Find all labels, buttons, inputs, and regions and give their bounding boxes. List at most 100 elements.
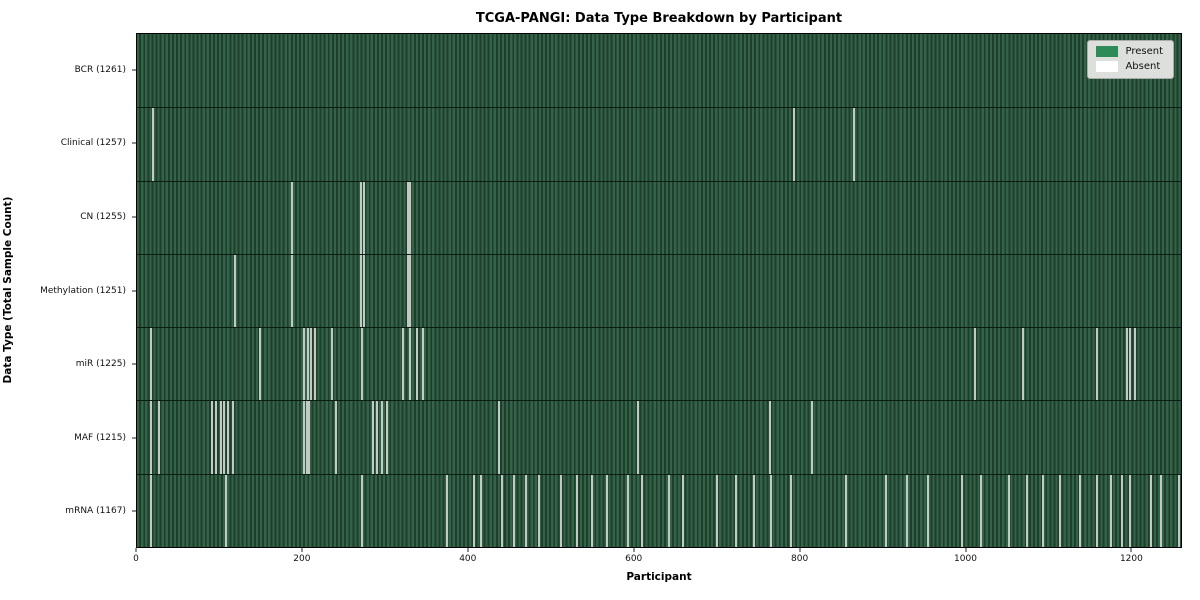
absent-swatch-icon bbox=[1096, 61, 1119, 72]
absent-stripe bbox=[376, 401, 379, 474]
heatmap-row-mrna bbox=[137, 473, 1181, 547]
heatmap-row-cn bbox=[137, 180, 1181, 254]
heatmap-row-methylation bbox=[137, 253, 1181, 328]
absent-stripe bbox=[667, 474, 670, 547]
y-tick-mark bbox=[132, 216, 136, 218]
absent-stripe bbox=[641, 474, 644, 547]
absent-stripe bbox=[158, 401, 161, 474]
absent-stripe bbox=[852, 108, 855, 181]
present-swatch-icon bbox=[1096, 46, 1119, 57]
absent-stripe bbox=[306, 328, 309, 401]
absent-stripe bbox=[330, 328, 333, 401]
absent-stripe bbox=[409, 328, 412, 401]
absent-stripe bbox=[305, 401, 308, 474]
x-tick-label: 200 bbox=[293, 554, 311, 564]
absent-stripe bbox=[472, 474, 475, 547]
absent-stripe bbox=[219, 401, 222, 474]
heatmap-row-clinical bbox=[137, 107, 1181, 181]
absent-stripe bbox=[309, 328, 312, 401]
absent-stripe bbox=[215, 401, 218, 474]
heatmap-rows bbox=[137, 34, 1181, 547]
legend-item-absent: Absent bbox=[1096, 61, 1163, 72]
x-tick-mark bbox=[135, 548, 137, 552]
absent-stripe bbox=[211, 401, 214, 474]
absent-stripe bbox=[715, 474, 718, 547]
legend-item-present: Present bbox=[1096, 46, 1163, 57]
x-tick-mark bbox=[301, 548, 303, 552]
absent-stripe bbox=[1026, 474, 1028, 547]
absent-stripe bbox=[885, 474, 888, 547]
absent-stripe bbox=[409, 181, 412, 254]
absent-stripe bbox=[1096, 328, 1099, 401]
absent-stripe bbox=[480, 474, 483, 547]
absent-stripe bbox=[1096, 474, 1099, 547]
absent-stripe bbox=[980, 474, 983, 547]
absent-stripe bbox=[360, 254, 363, 328]
absent-stripe bbox=[227, 401, 230, 474]
absent-stripe bbox=[575, 474, 578, 547]
y-tick-mark bbox=[132, 510, 136, 512]
x-tick-mark bbox=[965, 548, 966, 552]
absent-stripe bbox=[1007, 474, 1010, 547]
absent-stripe bbox=[606, 474, 609, 547]
x-axis-title: Participant bbox=[626, 571, 692, 583]
y-tick-label: BCR (1261) bbox=[74, 64, 126, 75]
absent-stripe bbox=[636, 401, 639, 474]
absent-stripe bbox=[232, 401, 235, 474]
x-tick-mark bbox=[799, 548, 801, 552]
absent-stripe bbox=[1133, 328, 1136, 401]
absent-stripe bbox=[290, 254, 293, 328]
y-tick-mark bbox=[132, 142, 136, 144]
absent-stripe bbox=[406, 181, 409, 254]
absent-stripe bbox=[512, 474, 515, 547]
y-tick-label: mRNA (1167) bbox=[65, 506, 126, 517]
absent-stripe bbox=[810, 401, 813, 474]
x-tick-label: 600 bbox=[625, 554, 643, 564]
absent-stripe bbox=[752, 474, 755, 547]
absent-stripe bbox=[314, 328, 316, 401]
x-tick-mark bbox=[1130, 548, 1132, 552]
absent-stripe bbox=[1177, 474, 1180, 547]
x-tick-label: 1200 bbox=[1119, 554, 1143, 564]
absent-stripe bbox=[151, 108, 154, 181]
absent-stripe bbox=[790, 474, 793, 547]
y-tick-mark bbox=[132, 437, 136, 439]
x-tick-label: 800 bbox=[791, 554, 809, 564]
absent-stripe bbox=[233, 254, 236, 328]
absent-stripe bbox=[844, 474, 847, 547]
absent-stripe bbox=[361, 328, 364, 401]
absent-stripe bbox=[769, 401, 772, 474]
absent-stripe bbox=[381, 401, 384, 474]
legend-label-absent: Absent bbox=[1125, 61, 1161, 72]
y-tick-label: Clinical (1257) bbox=[60, 138, 126, 149]
absent-stripe bbox=[626, 474, 629, 547]
heatmap-plot: Present Absent bbox=[136, 33, 1182, 548]
absent-stripe bbox=[401, 328, 404, 401]
absent-stripe bbox=[1041, 474, 1044, 547]
absent-stripe bbox=[905, 474, 908, 547]
absent-stripe bbox=[308, 401, 311, 474]
absent-stripe bbox=[150, 474, 153, 547]
absent-stripe bbox=[1160, 474, 1163, 547]
absent-stripe bbox=[497, 401, 500, 474]
heatmap-row-maf bbox=[137, 400, 1181, 474]
absent-stripe bbox=[1128, 328, 1131, 401]
absent-stripe bbox=[770, 474, 773, 547]
absent-stripe bbox=[735, 474, 738, 547]
absent-stripe bbox=[406, 254, 409, 328]
chart-title: TCGA-PANGI: Data Type Breakdown by Parti… bbox=[475, 11, 843, 26]
absent-stripe bbox=[409, 254, 412, 328]
y-tick-mark bbox=[132, 363, 136, 365]
absent-stripe bbox=[538, 474, 541, 547]
y-tick-mark bbox=[132, 69, 136, 71]
absent-stripe bbox=[290, 181, 293, 254]
absent-stripe bbox=[501, 474, 504, 547]
absent-stripe bbox=[591, 474, 594, 547]
y-tick-label: miR (1225) bbox=[75, 359, 126, 370]
absent-stripe bbox=[386, 401, 389, 474]
absent-stripe bbox=[360, 181, 363, 254]
absent-stripe bbox=[1150, 474, 1153, 547]
x-tick-label: 0 bbox=[133, 554, 139, 564]
absent-stripe bbox=[1110, 474, 1113, 547]
